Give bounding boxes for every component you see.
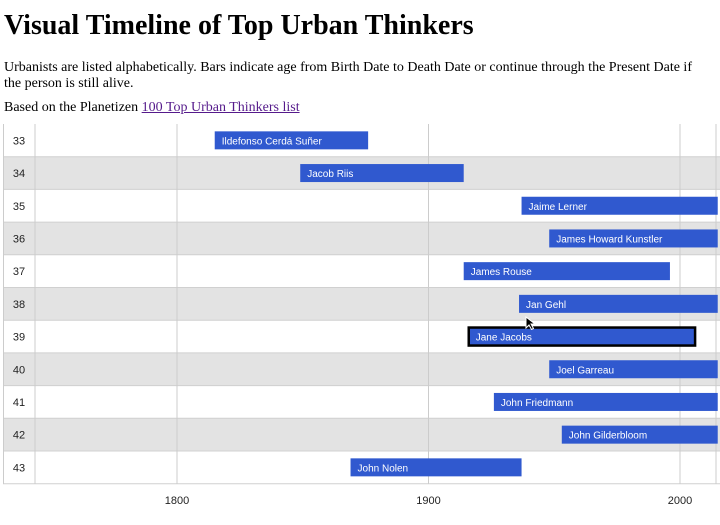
timeline-bar-label: John Friedmann — [501, 398, 573, 409]
row-index-label: 40 — [13, 364, 25, 376]
x-tick-label: 2000 — [668, 495, 692, 507]
timeline-bar[interactable] — [300, 164, 464, 183]
timeline-bar[interactable] — [549, 360, 718, 379]
source-link[interactable]: 100 Top Urban Thinkers list — [141, 100, 300, 115]
timeline-bar[interactable] — [519, 294, 718, 313]
row-index-label: 39 — [13, 332, 25, 344]
timeline-bar[interactable] — [350, 458, 522, 477]
mouse-cursor-icon — [525, 316, 537, 330]
timeline-bar[interactable] — [467, 326, 697, 347]
timeline-bar-label: James Rouse — [471, 267, 533, 278]
page-title: Visual Timeline of Top Urban Thinkers — [4, 10, 474, 41]
row-index-label: 35 — [13, 201, 25, 213]
timeline-bar-label: Jan Gehl — [526, 300, 566, 311]
page-description: Urbanists are listed alphabetically. Bar… — [4, 60, 692, 91]
timeline-bar-label: James Howard Kunstler — [556, 234, 663, 245]
timeline-bar-label: Jacob Riis — [307, 169, 353, 180]
x-tick-label: 1800 — [165, 495, 189, 507]
timeline-bar[interactable] — [214, 131, 369, 150]
timeline-bar-label: Joel Garreau — [556, 365, 614, 376]
source-prefix: Based on the Planetizen — [4, 100, 142, 115]
timeline-bar-label: Jane Jacobs — [476, 333, 532, 344]
row-index-label: 43 — [13, 462, 25, 474]
timeline-bar[interactable] — [521, 196, 718, 215]
timeline-bar-label: John Nolen — [358, 463, 409, 474]
row-index-label: 36 — [13, 233, 25, 245]
timeline-bar[interactable] — [493, 392, 718, 411]
source-line: Based on the Planetizen 100 Top Urban Th… — [4, 100, 300, 116]
row-index-label: 37 — [13, 266, 25, 278]
timeline-bar-label: Jaime Lerner — [529, 202, 588, 213]
row-index-label: 38 — [13, 299, 25, 311]
timeline-bar[interactable] — [463, 262, 670, 281]
timeline-bar-label: Ildefonso Cerdá Suñer — [222, 136, 323, 147]
row-index-label: 34 — [13, 168, 25, 180]
x-tick-label: 1900 — [416, 495, 440, 507]
timeline-bar[interactable] — [561, 425, 718, 444]
row-index-label: 42 — [13, 430, 25, 442]
row-index-label: 33 — [13, 135, 25, 147]
timeline-bar-label: John Gilderbloom — [569, 431, 647, 442]
row-index-label: 41 — [13, 397, 25, 409]
timeline-bar[interactable] — [549, 229, 718, 248]
